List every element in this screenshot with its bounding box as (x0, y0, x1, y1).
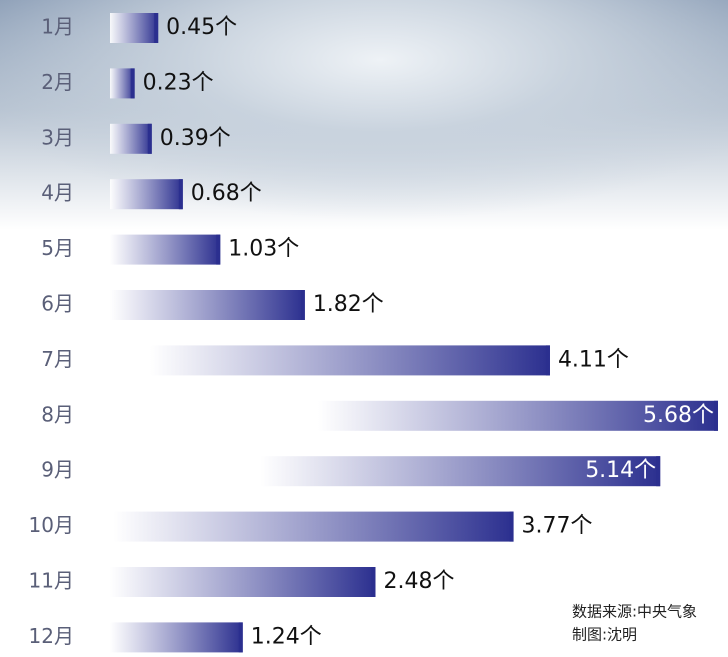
credit: 制图:沈明 (572, 626, 637, 644)
bar-end (545, 345, 550, 376)
bar (260, 456, 661, 487)
bar (318, 400, 718, 431)
category-label: 3月 (41, 125, 74, 149)
value-label: 1.03个 (228, 237, 299, 262)
category-label: 4月 (41, 181, 74, 205)
bar-end (130, 68, 135, 99)
category-label: 7月 (41, 347, 74, 371)
category-label: 5月 (41, 236, 74, 260)
source: 数据来源:中央气象 (572, 603, 697, 621)
bar (113, 511, 514, 542)
value-label: 0.23个 (143, 70, 214, 95)
bar-end (714, 400, 718, 431)
category-label: 2月 (41, 70, 74, 94)
bar (110, 234, 221, 265)
value-label: 2.48个 (383, 569, 454, 594)
value-label: 5.68个 (643, 403, 714, 428)
category-label: 11月 (29, 569, 74, 593)
bar (149, 345, 550, 376)
category-label: 10月 (29, 513, 74, 537)
value-label: 0.39个 (160, 126, 231, 151)
value-label: 5.14个 (585, 458, 656, 483)
bar-end (178, 179, 183, 210)
bar-end (154, 13, 159, 43)
category-label: 8月 (41, 402, 74, 426)
category-label: 6月 (41, 292, 74, 316)
value-label: 1.82个 (313, 292, 384, 317)
bar-end (656, 456, 661, 487)
category-label: 9月 (41, 458, 74, 482)
bar (110, 68, 135, 99)
bar (110, 622, 243, 653)
value-label: 0.68个 (191, 181, 262, 206)
bar (110, 123, 152, 154)
value-label: 3.77个 (522, 514, 593, 539)
bar-end (147, 123, 152, 154)
bar-end (216, 234, 221, 265)
bar-end (509, 511, 514, 542)
bar-end (371, 567, 376, 597)
value-label: 1.24个 (251, 624, 322, 649)
bar (110, 179, 183, 210)
category-label: 12月 (29, 624, 74, 648)
value-label: 0.45个 (166, 15, 237, 40)
bar-end (300, 290, 305, 320)
category-label: 1月 (41, 15, 74, 39)
value-label: 4.11个 (558, 347, 629, 372)
bar-end (238, 622, 243, 653)
bar (110, 567, 376, 597)
bar (110, 290, 305, 320)
bar (110, 13, 159, 43)
